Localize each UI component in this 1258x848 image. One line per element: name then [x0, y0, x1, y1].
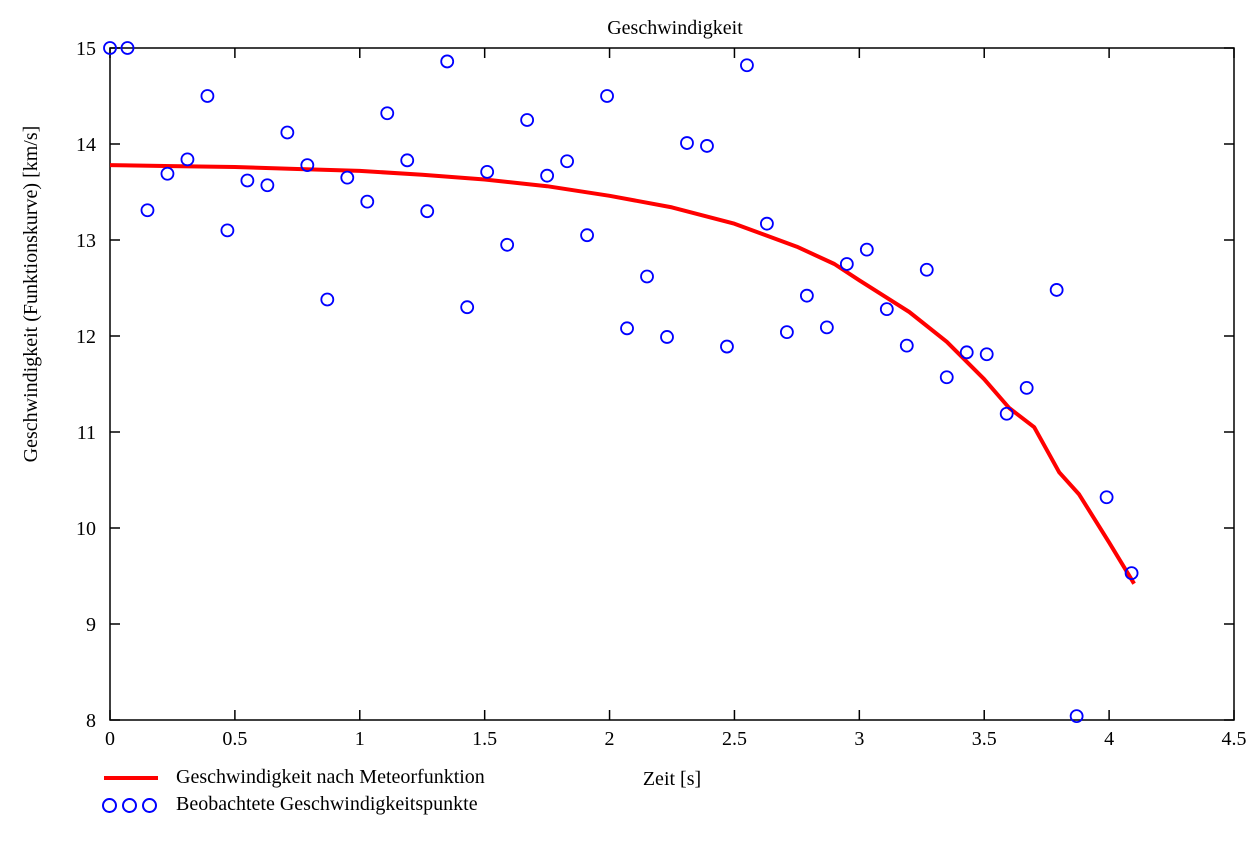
legend-circles-swatch: [100, 795, 162, 815]
data-point: [420, 204, 435, 219]
data-point: [140, 203, 155, 218]
data-point: [340, 170, 355, 185]
data-point: [500, 237, 515, 252]
data-point: [819, 320, 834, 335]
legend-label-curve: Geschwindigkeit nach Meteorfunktion: [176, 766, 485, 788]
data-point: [680, 136, 694, 150]
data-point: [580, 228, 594, 243]
y-tick-label: 13: [76, 230, 96, 252]
data-point: [959, 345, 974, 360]
data-point: [560, 154, 574, 169]
legend-label-points: Beobachtete Geschwindigkeitspunkte: [176, 793, 478, 815]
data-point: [700, 139, 714, 153]
series-line-meteorfunktion: [109, 163, 1136, 585]
data-point: [240, 173, 255, 188]
data-point: [360, 194, 375, 209]
x-tick-label: 0: [105, 728, 115, 750]
data-point: [979, 347, 994, 362]
data-point: [320, 292, 335, 307]
data-point: [280, 125, 295, 140]
data-point: [859, 242, 874, 257]
data-point: [1019, 380, 1034, 395]
data-point: [919, 262, 934, 277]
data-point: [103, 41, 117, 55]
data-point: [380, 106, 395, 121]
data-point: [660, 330, 674, 344]
legend-item-curve: Geschwindigkeit nach Meteorfunktion: [100, 764, 485, 791]
data-point: [1099, 490, 1114, 505]
y-axis-label: Geschwindigkeit (Funktionskurve) [km/s]: [20, 126, 42, 463]
data-point: [120, 41, 135, 55]
y-tick-label: 10: [76, 518, 96, 540]
data-point: [640, 269, 654, 284]
x-tick-label: 4: [1104, 728, 1114, 750]
data-point: [939, 370, 954, 385]
data-point: [740, 58, 754, 73]
y-tick-label: 15: [76, 38, 96, 60]
data-point: [899, 338, 914, 353]
data-point: [400, 153, 415, 168]
legend-item-points: Beobachtete Geschwindigkeitspunkte: [100, 791, 485, 818]
x-axis-label: Zeit [s]: [643, 768, 701, 790]
axis-ticks: 0 0.5 1 1.5 2 2.5 3 3.5 4 4.5 8 9 10 11 12 13 14 15: [76, 38, 1247, 750]
data-point: [260, 178, 275, 193]
data-point: [520, 113, 535, 127]
y-tick-label: 12: [76, 326, 96, 348]
data-point: [200, 89, 215, 103]
data-point: [799, 288, 814, 303]
plot-area-frame: [109, 47, 1235, 721]
x-tick-label: 4.5: [1222, 728, 1247, 750]
x-tick-label: 3: [854, 728, 864, 750]
data-point: [1049, 283, 1064, 297]
x-tick-label: 2.5: [722, 728, 747, 750]
observed-points-layer: [103, 41, 1139, 724]
data-point: [779, 325, 794, 340]
x-tick-label: 3.5: [972, 728, 997, 750]
chart-title: Geschwindigkeit: [607, 17, 743, 39]
y-tick-label: 8: [86, 710, 96, 732]
data-point: [480, 164, 495, 179]
data-point: [540, 168, 555, 183]
data-point: [720, 339, 734, 354]
data-point: [160, 166, 175, 181]
data-point: [600, 89, 614, 103]
legend: Geschwindigkeit nach Meteorfunktion Beob…: [100, 764, 485, 818]
legend-line-swatch: [100, 768, 162, 788]
x-tick-label: 0.5: [222, 728, 247, 750]
data-point: [440, 54, 455, 69]
data-point: [839, 257, 854, 271]
data-point: [879, 302, 894, 317]
data-point: [300, 158, 315, 173]
x-tick-label: 1.5: [472, 728, 497, 750]
x-tick-label: 1: [355, 728, 365, 750]
data-point: [180, 152, 195, 167]
x-tick-label: 2: [605, 728, 615, 750]
y-tick-label: 9: [86, 614, 96, 636]
y-tick-label: 11: [77, 422, 96, 444]
data-point: [999, 406, 1014, 421]
data-point: [620, 321, 634, 336]
data-point: [220, 223, 235, 238]
y-tick-label: 14: [76, 134, 96, 156]
data-point: [760, 216, 774, 231]
fitted-curve-layer: [109, 163, 1136, 585]
data-point: [1069, 709, 1084, 724]
data-point: [460, 300, 475, 315]
data-point: [1124, 566, 1139, 581]
